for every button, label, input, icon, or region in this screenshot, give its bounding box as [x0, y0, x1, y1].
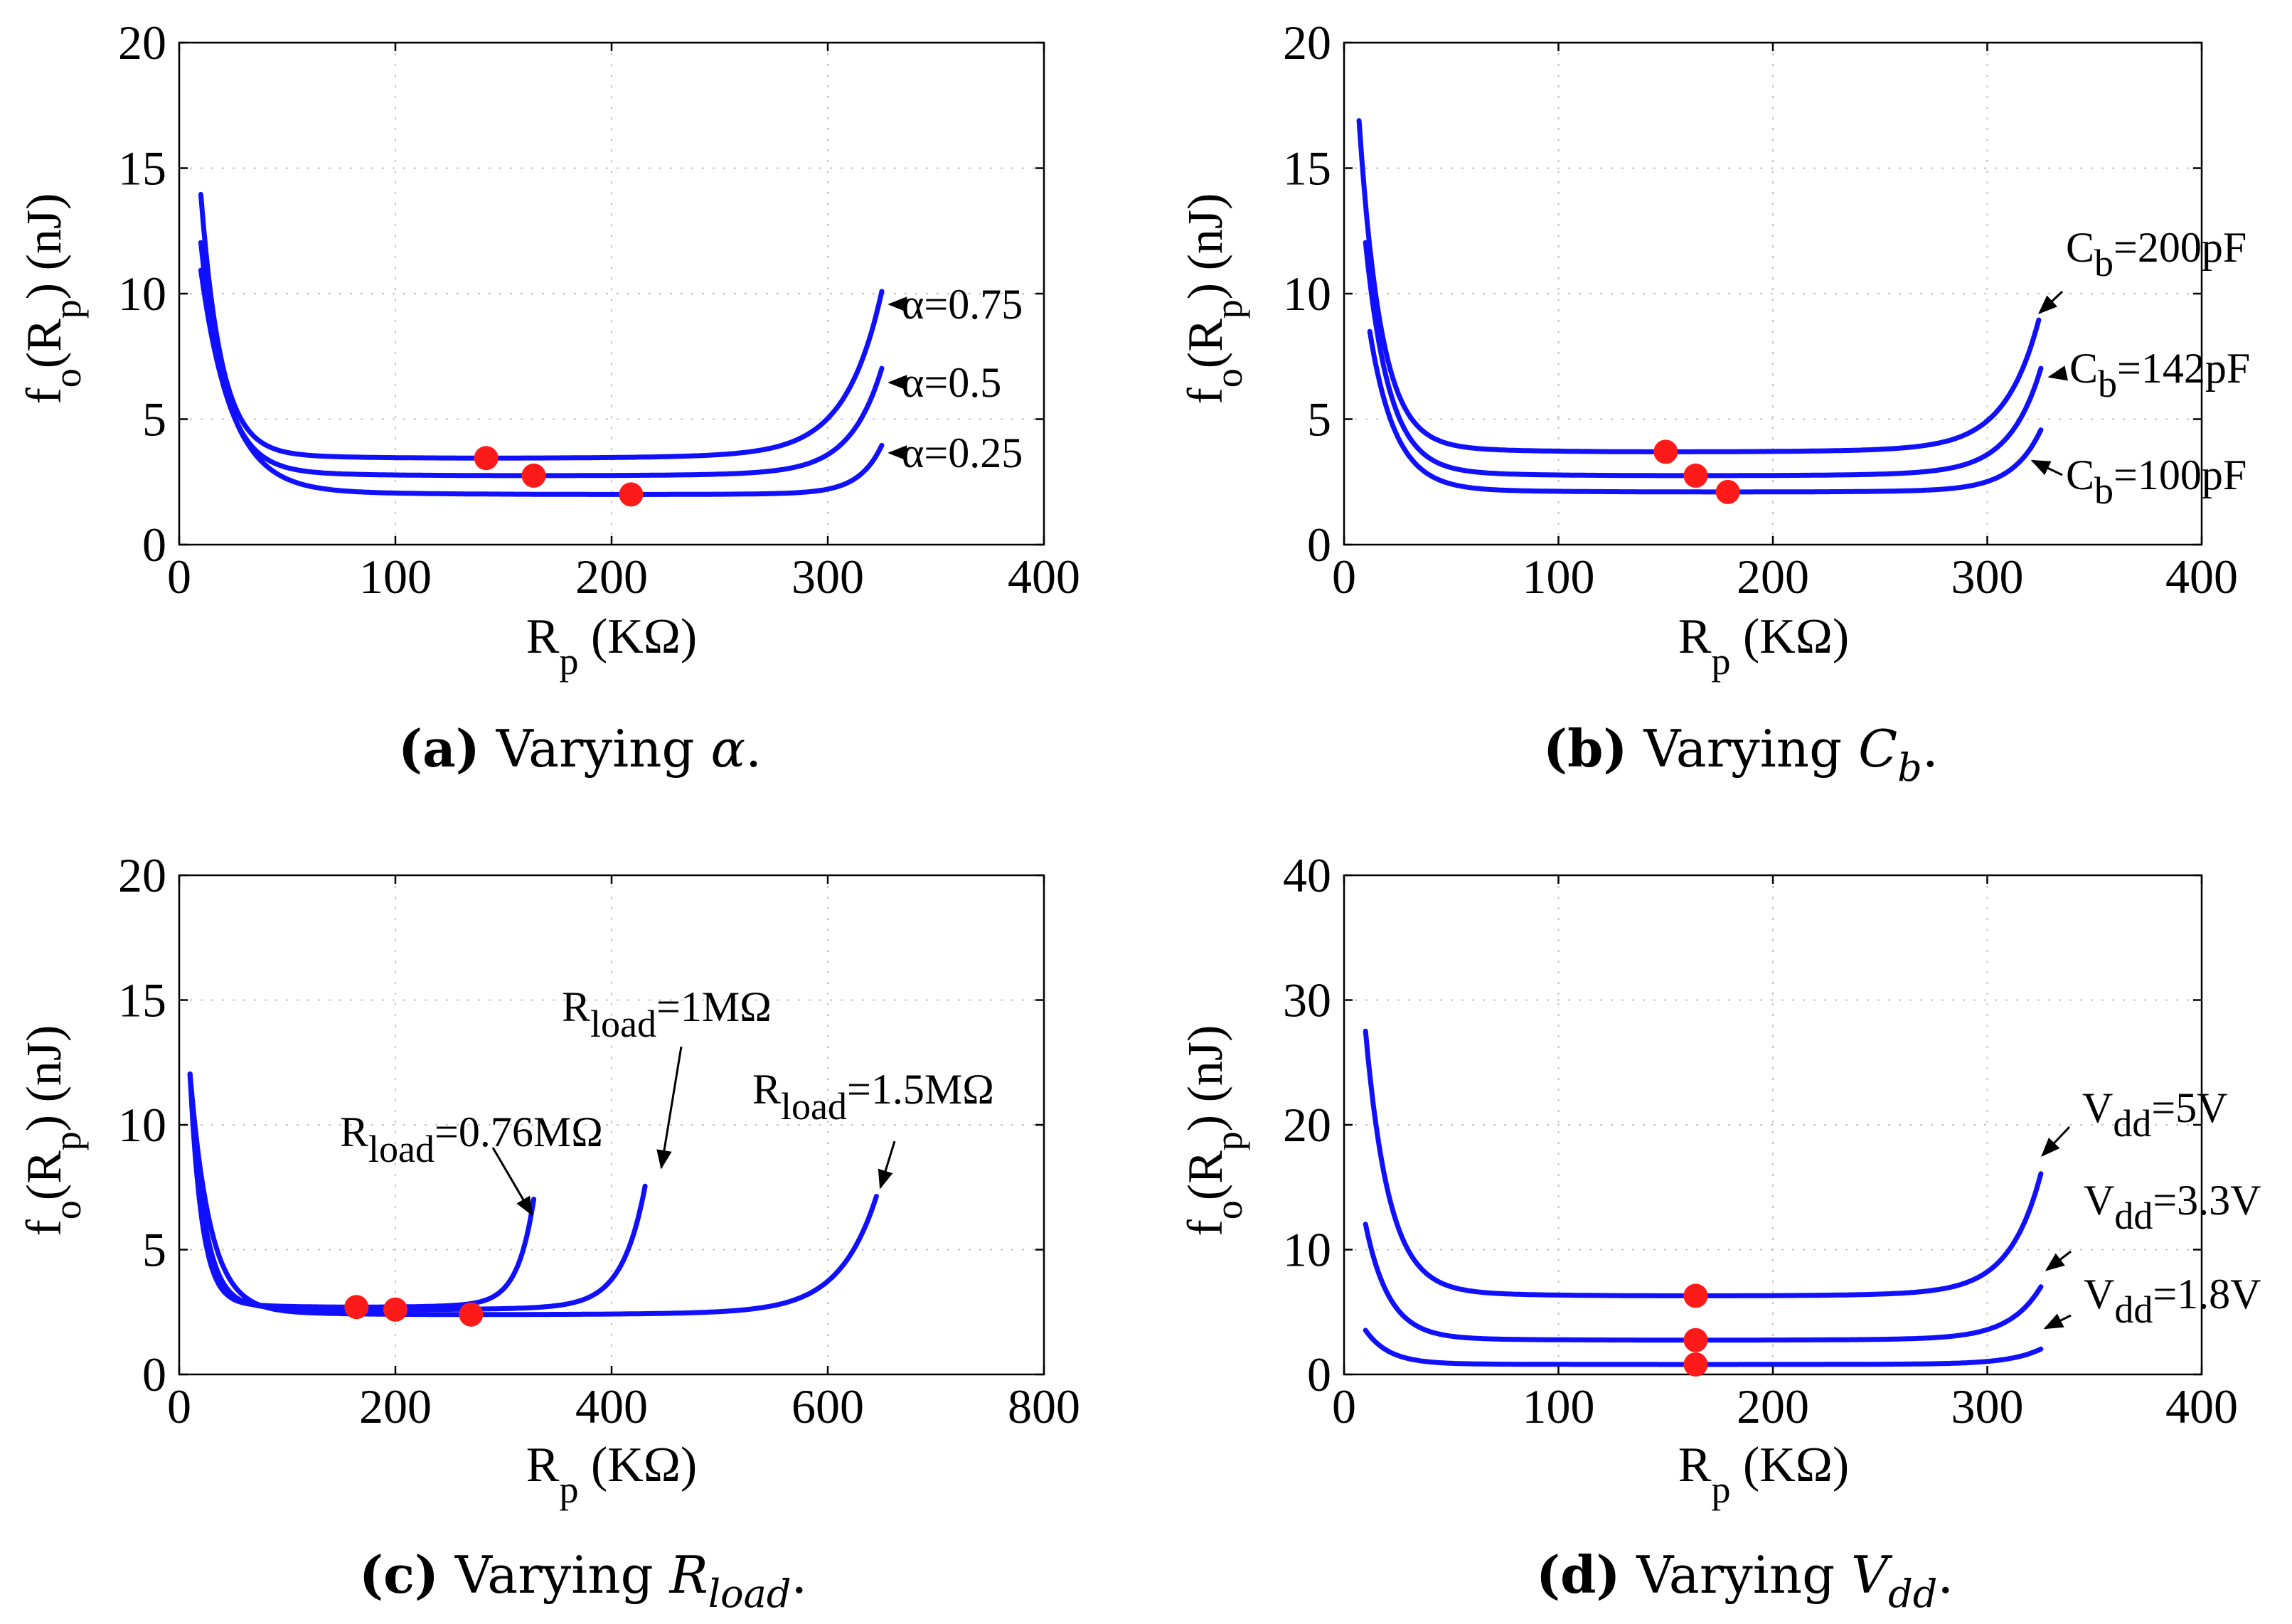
x-tick-label: 300 [1951, 1379, 2024, 1433]
y-tick-label: 15 [118, 973, 166, 1027]
caption-c: (c) Varying Rload. [359, 1544, 807, 1616]
annotation-cb-142: Cb=142pF [2069, 345, 2250, 405]
annotation-alpha-075: α=0.75 [902, 281, 1023, 328]
optimum-point-c-1 [344, 1295, 369, 1320]
y-tick-label: 10 [118, 1098, 166, 1152]
y-axis-label-a: fo(Rp) (nJ) [17, 193, 89, 405]
x-tick-label: 0 [1332, 1379, 1356, 1433]
annotation-arrow-vdd-33 [2045, 1250, 2072, 1271]
x-axis-label-c: Rp (KΩ) [526, 1438, 697, 1511]
annotation-vdd-33: Vdd=3.3V [2084, 1177, 2261, 1237]
y-tick-label: 20 [1283, 16, 1331, 70]
y-tick-label: 0 [1307, 1347, 1331, 1401]
y-axis-label-d: fo(Rp) (nJ) [1178, 1025, 1250, 1236]
x-tick-label: 100 [1523, 550, 1595, 604]
x-tick-label: 400 [1008, 550, 1080, 604]
optimum-point-c-3 [459, 1302, 484, 1327]
y-tick-label: 0 [142, 1347, 166, 1401]
x-tick-label: 300 [791, 550, 864, 604]
x-tick-label: 400 [575, 1379, 648, 1433]
x-tick-label: 300 [1951, 550, 2024, 604]
series-line-a-2 [198, 240, 885, 479]
x-tick-label: 800 [1008, 1379, 1080, 1433]
series-line-c-3 [187, 1071, 879, 1318]
annotation-cb-100: Cb=100pF [2066, 452, 2246, 512]
optimum-point-a-2 [521, 463, 546, 488]
annotation-alpha-05: α=0.5 [902, 359, 1001, 406]
optimum-point-b-3 [1715, 479, 1740, 504]
annotation-arrow-rload-076 [491, 1147, 533, 1217]
x-tick-label: 600 [791, 1379, 864, 1433]
optimum-point-d-1 [1683, 1283, 1708, 1308]
y-tick-label: 5 [142, 1223, 166, 1277]
y-tick-label: 10 [1283, 1223, 1331, 1277]
y-tick-label: 5 [1307, 392, 1331, 447]
y-tick-label: 40 [1283, 848, 1331, 902]
optimum-point-d-2 [1683, 1327, 1708, 1352]
annotation-alpha-025: α=0.25 [902, 429, 1023, 476]
annotation-vdd-5: Vdd=5V [2082, 1084, 2228, 1145]
annotation-arrow-cb-200 [2038, 290, 2064, 314]
annotation-rload-1: Rload=1MΩ [562, 983, 772, 1045]
x-axis-label-b: Rp (KΩ) [1678, 609, 1849, 683]
annotation-cb-200: Cb=200pF [2066, 224, 2246, 284]
annotation-vdd-18: Vdd=1.8V [2084, 1271, 2261, 1331]
panel-a: 0 100 200 300 400 0 5 10 15 20 Rp (KΩ) fo(Rp) (n… [17, 16, 1080, 779]
panel-c: 0 200 400 600 800 0 5 10 15 20 Rp (KΩ) fo(Rp) (n… [17, 848, 1080, 1616]
x-tick-label: 200 [1737, 1379, 1809, 1433]
x-axis-label-a: Rp (KΩ) [526, 609, 697, 683]
y-tick-label: 20 [1283, 1098, 1331, 1152]
annotation-arrow-vdd-5 [2041, 1126, 2071, 1157]
annotation-rload-076: Rload=0.76MΩ [340, 1109, 603, 1170]
x-tick-label: 200 [575, 550, 648, 604]
annotation-arrow-rload-1 [656, 1046, 683, 1170]
optimum-point-b-2 [1683, 463, 1708, 488]
panel-d: 0 100 200 300 400 0 10 20 30 40 Rp (KΩ) fo(Rp) (… [1178, 848, 2261, 1616]
y-tick-label: 10 [1283, 267, 1331, 321]
x-tick-label: 200 [1737, 550, 1809, 604]
series-line-a-1 [198, 191, 885, 461]
series-line-b-1 [1356, 118, 2042, 454]
optimum-point-c-2 [383, 1297, 407, 1322]
x-tick-label: 100 [1523, 1379, 1595, 1433]
y-axis-label-c: fo(Rp) (nJ) [17, 1025, 89, 1236]
annotation-arrow-cb-100 [2030, 459, 2063, 476]
x-tick-label: 0 [1332, 550, 1356, 604]
annotation-arrow-vdd-18 [2043, 1313, 2072, 1330]
annotation-arrow-cb-142 [2047, 365, 2069, 381]
x-tick-label: 400 [2165, 1379, 2238, 1433]
series-line-d-2 [1363, 1222, 2044, 1343]
series-line-b-3 [1367, 328, 2044, 495]
optimum-point-a-1 [474, 446, 499, 471]
caption-d: (d) Varying Vdd. [1536, 1544, 1953, 1616]
caption-a: (a) Varying α. [398, 718, 762, 779]
x-tick-label: 0 [167, 550, 191, 604]
y-tick-label: 15 [1283, 141, 1331, 196]
caption-b: (b) Varying Cb. [1543, 718, 1939, 790]
x-tick-label: 100 [359, 550, 432, 604]
x-tick-label: 400 [2165, 550, 2238, 604]
x-tick-label: 200 [359, 1379, 432, 1433]
y-tick-label: 0 [142, 518, 166, 572]
optimum-point-a-3 [619, 482, 644, 507]
y-tick-label: 20 [118, 16, 166, 70]
y-tick-label: 5 [142, 392, 166, 447]
optimum-point-b-1 [1653, 439, 1678, 464]
y-tick-label: 0 [1307, 518, 1331, 572]
annotation-rload-15: Rload=1.5MΩ [752, 1066, 994, 1128]
optimum-point-d-3 [1683, 1352, 1708, 1377]
series-line-d-1 [1363, 1028, 2044, 1298]
y-tick-label: 15 [118, 141, 166, 196]
x-axis-label-d: Rp (KΩ) [1678, 1438, 1849, 1511]
y-tick-label: 30 [1283, 973, 1331, 1027]
x-tick-label: 0 [167, 1379, 191, 1433]
y-tick-label: 20 [118, 848, 166, 902]
annotation-arrow-rload-15 [878, 1140, 896, 1190]
series-line-a-3 [198, 267, 885, 497]
y-axis-label-b: fo(Rp) (nJ) [1178, 193, 1250, 405]
y-tick-label: 10 [118, 267, 166, 321]
panel-b: 0 100 200 300 400 0 5 10 15 20 Rp (KΩ) fo(Rp) (n… [1178, 16, 2250, 790]
